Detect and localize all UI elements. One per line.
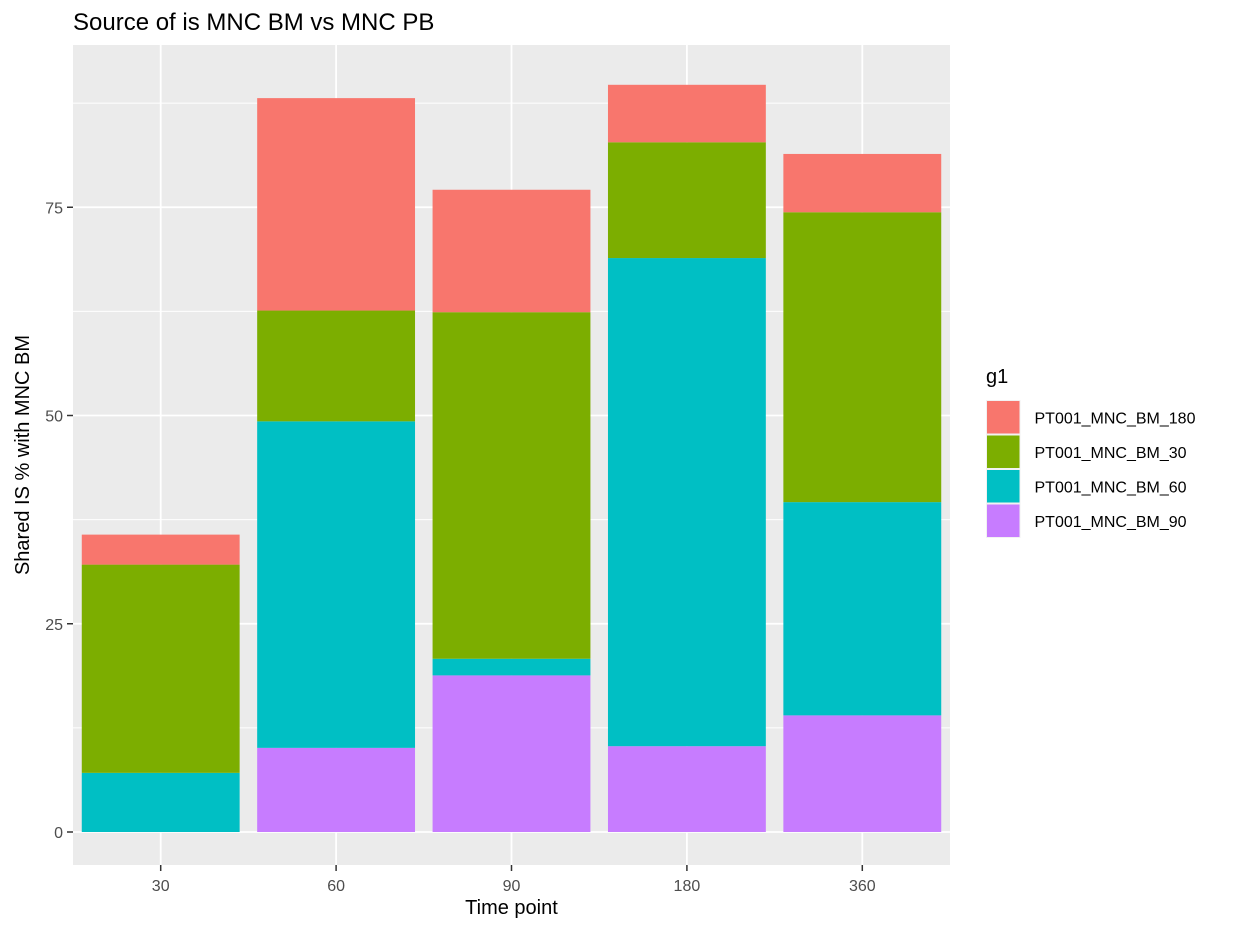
legend-swatch: [987, 504, 1020, 537]
bar-segment: [432, 312, 591, 659]
chart-title: Source of is MNC BM vs MNC PB: [73, 9, 434, 36]
legend: g1 PT001_MNC_BM_180 PT001_MNC_BM_30 PT001_…: [986, 366, 1196, 538]
legend-label: PT001_MNC_BM_180: [1035, 410, 1196, 427]
x-tick-label: 180: [674, 878, 701, 895]
x-axis: 30 60 90 180 360: [152, 865, 876, 895]
x-tick-label: 30: [152, 878, 170, 895]
y-axis: 0 25 50 75: [45, 200, 73, 842]
bar-segment: [783, 212, 942, 503]
legend-swatch: [987, 435, 1020, 468]
bar-segment: [432, 189, 591, 313]
bar-segment: [257, 310, 416, 422]
bar-segment: [81, 772, 240, 832]
x-tick-label: 60: [327, 878, 345, 895]
y-tick-label: 0: [54, 825, 63, 842]
bar-segment: [783, 502, 942, 716]
y-axis-title: Shared IS % with MNC BM: [12, 335, 34, 575]
bar-segment: [607, 84, 766, 143]
legend-swatch: [987, 470, 1020, 503]
legend-label: PT001_MNC_BM_90: [1035, 514, 1187, 531]
bar-segment: [432, 675, 591, 832]
bar-segment: [783, 715, 942, 832]
bar-segment: [607, 258, 766, 747]
legend-swatch: [987, 401, 1020, 434]
bar-segment: [81, 534, 240, 565]
y-tick-label: 25: [45, 617, 63, 634]
y-tick-label: 50: [45, 409, 63, 426]
bar-segment: [607, 746, 766, 832]
y-tick-label: 75: [45, 200, 63, 217]
x-tick-label: 360: [849, 878, 876, 895]
legend-label: PT001_MNC_BM_60: [1035, 479, 1187, 496]
x-axis-title: Time point: [465, 897, 558, 919]
bar-segment: [783, 153, 942, 213]
x-tick-label: 90: [503, 878, 521, 895]
legend-label: PT001_MNC_BM_30: [1035, 445, 1187, 462]
bar-segment: [81, 564, 240, 773]
bars: [81, 84, 942, 832]
legend-title: g1: [986, 366, 1008, 388]
bar-segment: [257, 421, 416, 748]
bar-segment: [257, 747, 416, 832]
bar-segment: [257, 98, 416, 311]
bar-segment: [607, 142, 766, 259]
bar-segment: [432, 658, 591, 676]
